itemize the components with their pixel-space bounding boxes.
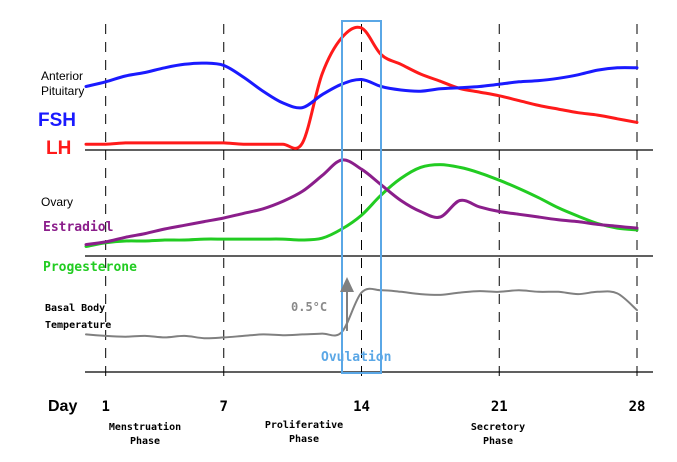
day-tick-label: 1 [101, 399, 109, 415]
ovulation-label: Ovulation [321, 350, 391, 365]
estradiol-label: Estradiol [43, 220, 113, 235]
ovulation-box [341, 20, 382, 374]
pituitary-label: Pituitary [41, 84, 84, 98]
day-tick-label: 14 [353, 399, 370, 415]
menstruation-phase-label: Menstruation [109, 421, 181, 433]
progesterone-label: Progesterone [43, 260, 137, 275]
secretory-phase-label-2: Phase [483, 436, 513, 447]
day-axis-label: Day [48, 398, 77, 415]
lh-curve [84, 25, 639, 150]
ovary-label: Ovary [41, 195, 73, 209]
proliferative-phase-label-2: Phase [289, 434, 319, 445]
secretory-phase-label: Secretory [471, 422, 525, 433]
lh-label: LH [46, 138, 71, 159]
basal-body-label: Basal Body [45, 303, 105, 314]
day-tick-label: 28 [629, 399, 646, 415]
proliferative-phase-label: Proliferative [265, 419, 343, 431]
progesterone-curve [84, 163, 639, 248]
basal-body-temperature-curve [85, 287, 638, 340]
hormone-curves [84, 25, 639, 340]
menstruation-phase-label-2: Phase [130, 436, 160, 447]
day-tick-label: 21 [491, 399, 508, 415]
estradiol-curve [84, 158, 639, 247]
day-tick-labels: 1 7 14 21 28 [101, 399, 645, 415]
anterior-label: Anterior [41, 69, 83, 83]
day-tick-label: 7 [220, 399, 228, 415]
fsh-label: FSH [38, 110, 76, 131]
temperature-label: Temperature [45, 320, 111, 331]
temperature-rise-arrowhead [340, 277, 354, 292]
temperature-rise-label: 0.5°C [291, 300, 327, 314]
fsh-curve [84, 61, 639, 110]
